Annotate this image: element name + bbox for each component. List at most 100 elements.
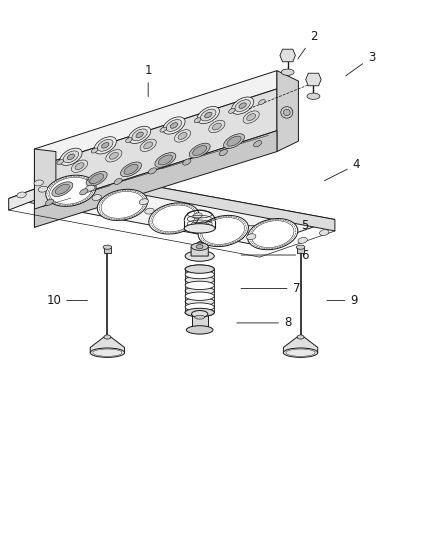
Ellipse shape [148, 168, 156, 174]
Ellipse shape [212, 123, 221, 130]
Polygon shape [297, 247, 304, 254]
Ellipse shape [319, 230, 329, 236]
Ellipse shape [195, 315, 205, 319]
Ellipse shape [75, 163, 84, 169]
Ellipse shape [185, 297, 214, 306]
Ellipse shape [193, 146, 207, 156]
Ellipse shape [185, 308, 214, 317]
Polygon shape [306, 73, 321, 86]
Ellipse shape [219, 150, 227, 156]
Text: 4: 4 [325, 158, 360, 181]
Polygon shape [191, 241, 208, 256]
Ellipse shape [163, 117, 185, 134]
Ellipse shape [136, 132, 143, 138]
Ellipse shape [155, 152, 176, 167]
Polygon shape [35, 89, 277, 209]
Ellipse shape [132, 129, 147, 141]
Text: 6: 6 [241, 248, 309, 262]
Ellipse shape [185, 303, 214, 311]
Ellipse shape [139, 199, 148, 205]
Ellipse shape [114, 178, 122, 184]
Ellipse shape [247, 114, 256, 120]
Ellipse shape [71, 160, 88, 173]
Ellipse shape [185, 292, 214, 301]
Text: 9: 9 [327, 294, 358, 307]
Ellipse shape [128, 126, 151, 143]
Ellipse shape [166, 119, 182, 131]
Polygon shape [35, 131, 277, 228]
Ellipse shape [298, 237, 307, 244]
Ellipse shape [196, 245, 203, 249]
Ellipse shape [185, 308, 214, 317]
Ellipse shape [193, 213, 202, 219]
Ellipse shape [259, 100, 265, 104]
Ellipse shape [63, 151, 79, 163]
Ellipse shape [191, 243, 208, 251]
Ellipse shape [185, 287, 214, 295]
Ellipse shape [145, 208, 154, 214]
Text: 7: 7 [241, 282, 300, 295]
Ellipse shape [227, 136, 241, 146]
Ellipse shape [283, 109, 290, 116]
Ellipse shape [110, 152, 118, 159]
Ellipse shape [231, 97, 254, 114]
Ellipse shape [197, 222, 207, 228]
Ellipse shape [55, 184, 69, 194]
Polygon shape [191, 314, 208, 330]
Ellipse shape [185, 265, 214, 273]
Polygon shape [90, 337, 124, 353]
Ellipse shape [198, 215, 248, 247]
Ellipse shape [158, 155, 173, 165]
Ellipse shape [201, 109, 216, 121]
Text: 5: 5 [241, 219, 308, 232]
Ellipse shape [92, 195, 101, 200]
Ellipse shape [178, 133, 187, 139]
Ellipse shape [185, 281, 214, 289]
Ellipse shape [98, 140, 113, 151]
Ellipse shape [60, 148, 82, 165]
Ellipse shape [187, 326, 213, 334]
Ellipse shape [297, 335, 304, 339]
Polygon shape [35, 71, 277, 167]
Ellipse shape [57, 159, 64, 165]
Polygon shape [9, 173, 79, 210]
Ellipse shape [126, 138, 132, 143]
Ellipse shape [86, 172, 107, 186]
Text: 8: 8 [237, 317, 291, 329]
Polygon shape [283, 337, 318, 353]
Ellipse shape [254, 141, 261, 147]
Ellipse shape [34, 180, 43, 186]
Ellipse shape [209, 120, 225, 133]
Ellipse shape [140, 139, 156, 151]
Ellipse shape [194, 118, 201, 123]
Ellipse shape [102, 142, 109, 148]
Ellipse shape [189, 143, 210, 158]
Ellipse shape [243, 111, 259, 123]
Text: 10: 10 [46, 294, 88, 307]
Ellipse shape [281, 69, 294, 75]
Ellipse shape [46, 175, 96, 206]
Ellipse shape [197, 107, 219, 124]
Ellipse shape [174, 130, 191, 142]
Ellipse shape [144, 142, 152, 149]
Ellipse shape [94, 136, 117, 154]
Polygon shape [9, 173, 335, 246]
Text: 2: 2 [298, 30, 317, 59]
Ellipse shape [52, 182, 73, 197]
Ellipse shape [185, 270, 214, 279]
Ellipse shape [184, 224, 215, 233]
Ellipse shape [104, 335, 111, 339]
Ellipse shape [205, 112, 212, 118]
Ellipse shape [185, 251, 214, 261]
Ellipse shape [170, 123, 177, 128]
Ellipse shape [149, 203, 199, 234]
Ellipse shape [38, 186, 48, 192]
Polygon shape [277, 71, 298, 151]
Text: 1: 1 [145, 64, 152, 96]
Polygon shape [35, 149, 56, 228]
Ellipse shape [103, 245, 112, 249]
Ellipse shape [185, 276, 214, 284]
Ellipse shape [124, 164, 138, 174]
Polygon shape [79, 173, 335, 231]
Ellipse shape [120, 162, 141, 177]
